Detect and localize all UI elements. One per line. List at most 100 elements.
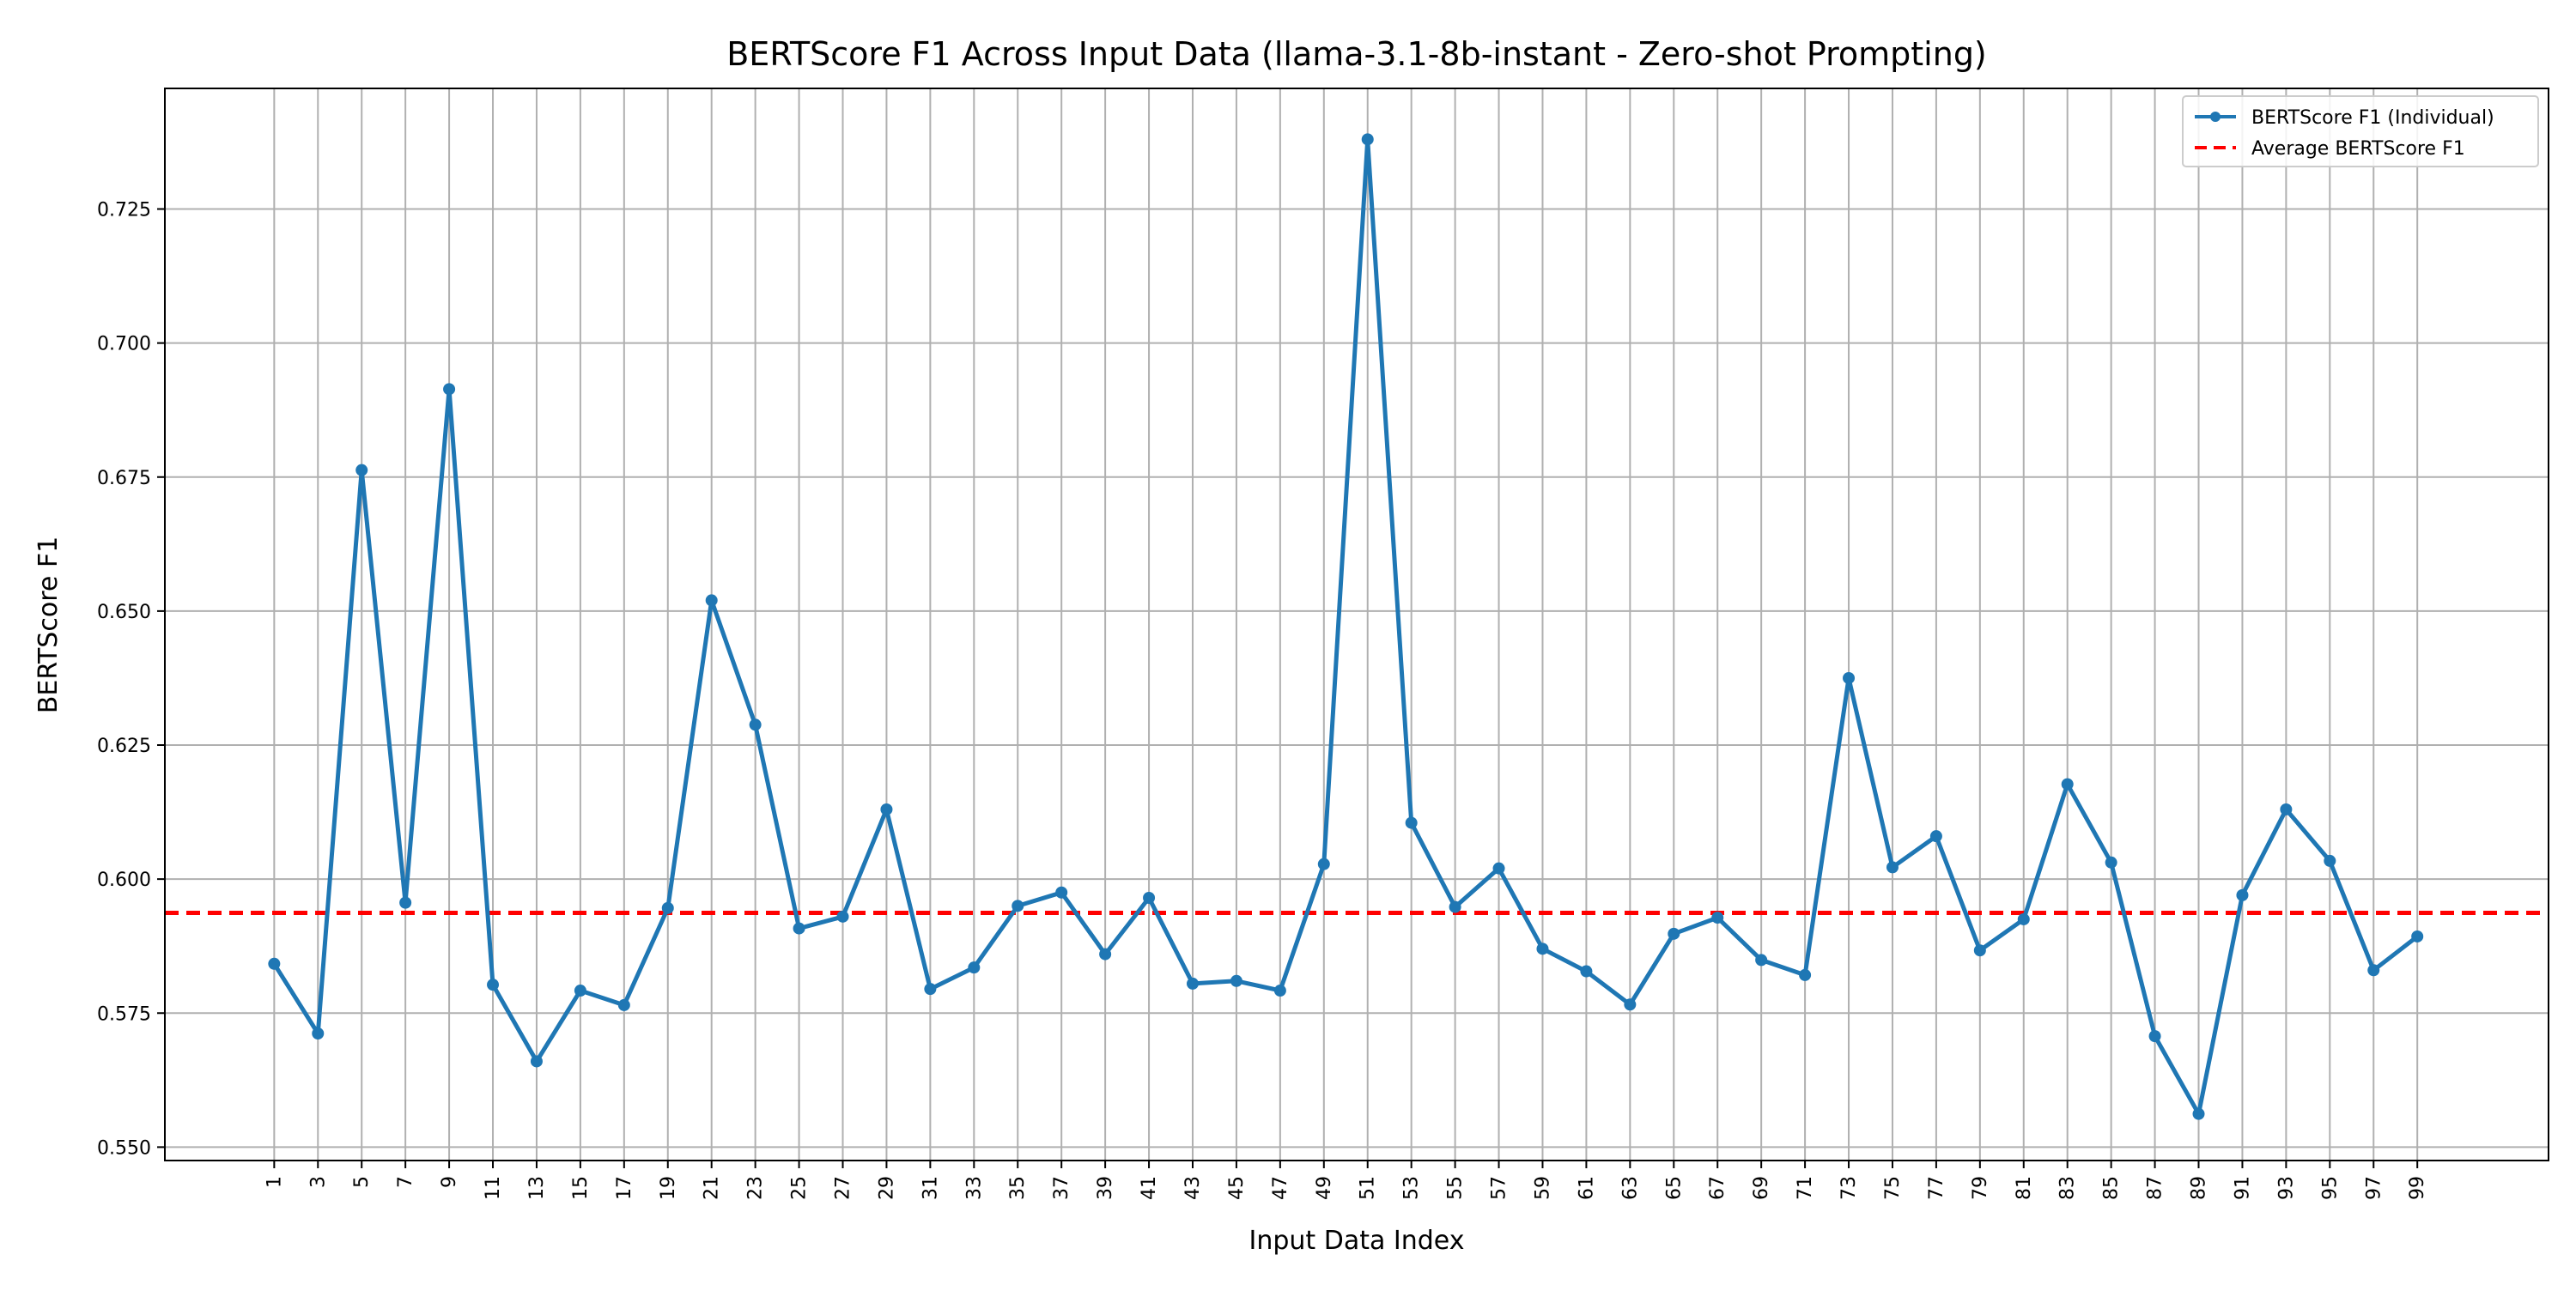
x-tick-label: 27 bbox=[833, 1176, 854, 1200]
data-point bbox=[2192, 1107, 2205, 1120]
x-tick-label: 63 bbox=[1619, 1176, 1641, 1200]
x-tick-label: 67 bbox=[1707, 1176, 1728, 1200]
x-tick-label: 91 bbox=[2232, 1176, 2253, 1200]
x-tick-label: 13 bbox=[526, 1176, 548, 1200]
data-point bbox=[399, 896, 412, 909]
data-point bbox=[574, 985, 586, 997]
x-tick-label: 75 bbox=[1882, 1176, 1904, 1200]
data-point bbox=[1012, 900, 1024, 912]
data-point bbox=[1929, 830, 1942, 843]
data-point bbox=[1449, 900, 1461, 913]
x-tick-label: 39 bbox=[1095, 1176, 1116, 1200]
series-line bbox=[271, 136, 2420, 1117]
legend: BERTScore F1 (Individual) Average BERTSc… bbox=[2182, 95, 2539, 167]
x-tick-label: 51 bbox=[1358, 1176, 1379, 1200]
data-point bbox=[268, 957, 281, 970]
x-tick-label: 9 bbox=[439, 1176, 460, 1188]
x-tick-label: 43 bbox=[1182, 1176, 1204, 1200]
data-point bbox=[968, 961, 981, 974]
data-point bbox=[836, 910, 849, 923]
x-tick-label: 25 bbox=[789, 1176, 811, 1200]
x-tick-label: 89 bbox=[2189, 1176, 2210, 1200]
x-tick-label: 37 bbox=[1051, 1176, 1072, 1200]
legend-box bbox=[2182, 95, 2539, 167]
x-tick-label: 33 bbox=[963, 1176, 985, 1200]
x-tick-label: 47 bbox=[1270, 1176, 1291, 1200]
x-tick-label: 17 bbox=[614, 1176, 635, 1200]
x-tick-label: 77 bbox=[1926, 1176, 1947, 1200]
data-point bbox=[443, 383, 456, 396]
data-point bbox=[2105, 856, 2117, 869]
data-point bbox=[2367, 964, 2380, 977]
data-point bbox=[1055, 886, 1068, 899]
data-point bbox=[793, 922, 805, 935]
x-tick-label: 69 bbox=[1751, 1176, 1772, 1200]
data-point bbox=[2411, 930, 2424, 942]
x-tick-label: 29 bbox=[876, 1176, 897, 1200]
series-line-group bbox=[268, 133, 2424, 1120]
x-tick-label: 71 bbox=[1795, 1176, 1816, 1200]
data-point bbox=[749, 718, 762, 731]
data-point bbox=[1143, 891, 1156, 904]
x-tick-label: 53 bbox=[1401, 1176, 1423, 1200]
x-axis-label: Input Data Index bbox=[1249, 1226, 1465, 1256]
x-tick-label: 97 bbox=[2363, 1176, 2385, 1200]
data-point bbox=[530, 1055, 543, 1068]
x-tick-label: 21 bbox=[702, 1176, 723, 1200]
data-point bbox=[880, 803, 893, 815]
data-point bbox=[1799, 968, 1812, 981]
y-tick-label: 0.625 bbox=[97, 736, 151, 757]
data-point bbox=[1186, 977, 1199, 990]
data-point bbox=[1886, 861, 1899, 874]
x-tick-label: 99 bbox=[2407, 1176, 2428, 1200]
x-tick-label: 11 bbox=[483, 1176, 504, 1200]
x-axis-ticks: 1 3 5 7 9 11 13 15 17 19 21 23 25 27 29 31 33 35 37 39 41 43 4… bbox=[264, 1161, 2428, 1200]
y-tick-label: 0.550 bbox=[97, 1137, 151, 1159]
data-point bbox=[1536, 942, 1549, 955]
data-point bbox=[1580, 965, 1593, 978]
data-point bbox=[2017, 912, 2030, 925]
x-tick-label: 45 bbox=[1226, 1176, 1248, 1200]
x-tick-label: 85 bbox=[2101, 1176, 2123, 1200]
x-tick-label: 15 bbox=[570, 1176, 592, 1200]
data-point bbox=[1668, 927, 1680, 940]
data-point bbox=[1405, 816, 1418, 829]
data-point bbox=[1755, 954, 1768, 967]
x-tick-label: 19 bbox=[658, 1176, 679, 1200]
data-point bbox=[1099, 948, 1112, 961]
x-tick-label: 65 bbox=[1663, 1176, 1685, 1200]
x-tick-label: 93 bbox=[2275, 1176, 2297, 1200]
x-tick-label: 35 bbox=[1007, 1176, 1029, 1200]
data-point bbox=[355, 464, 368, 476]
x-tick-label: 41 bbox=[1139, 1176, 1160, 1200]
data-point bbox=[924, 983, 937, 996]
x-tick-label: 87 bbox=[2145, 1176, 2166, 1200]
x-tick-label: 59 bbox=[1532, 1176, 1553, 1200]
legend-series-marker-swatch bbox=[2210, 112, 2221, 122]
data-point bbox=[1230, 974, 1242, 987]
data-point bbox=[1492, 862, 1505, 875]
x-tick-label: 3 bbox=[307, 1176, 329, 1188]
y-tick-label: 0.700 bbox=[97, 334, 151, 355]
x-tick-label: 49 bbox=[1314, 1176, 1335, 1200]
legend-series-label: BERTScore F1 (Individual) bbox=[2251, 107, 2494, 129]
data-point bbox=[1711, 912, 1724, 924]
data-point bbox=[1973, 944, 1986, 957]
data-point bbox=[1273, 985, 1286, 997]
data-point bbox=[617, 998, 630, 1011]
data-point bbox=[1624, 998, 1637, 1011]
data-point bbox=[2148, 1030, 2161, 1043]
data-point bbox=[2324, 854, 2336, 867]
data-point bbox=[1843, 671, 1856, 684]
data-point bbox=[1317, 858, 1330, 870]
data-point bbox=[312, 1027, 325, 1039]
x-tick-label: 81 bbox=[2014, 1176, 2035, 1200]
chart-title: BERTScore F1 Across Input Data (llama-3.… bbox=[726, 35, 1987, 73]
x-tick-label: 7 bbox=[395, 1176, 416, 1188]
x-tick-label: 23 bbox=[745, 1176, 767, 1200]
x-tick-label: 1 bbox=[264, 1176, 285, 1188]
data-point bbox=[2061, 778, 2074, 791]
x-tick-label: 57 bbox=[1489, 1176, 1510, 1200]
plot-area-frame bbox=[164, 88, 2549, 1161]
